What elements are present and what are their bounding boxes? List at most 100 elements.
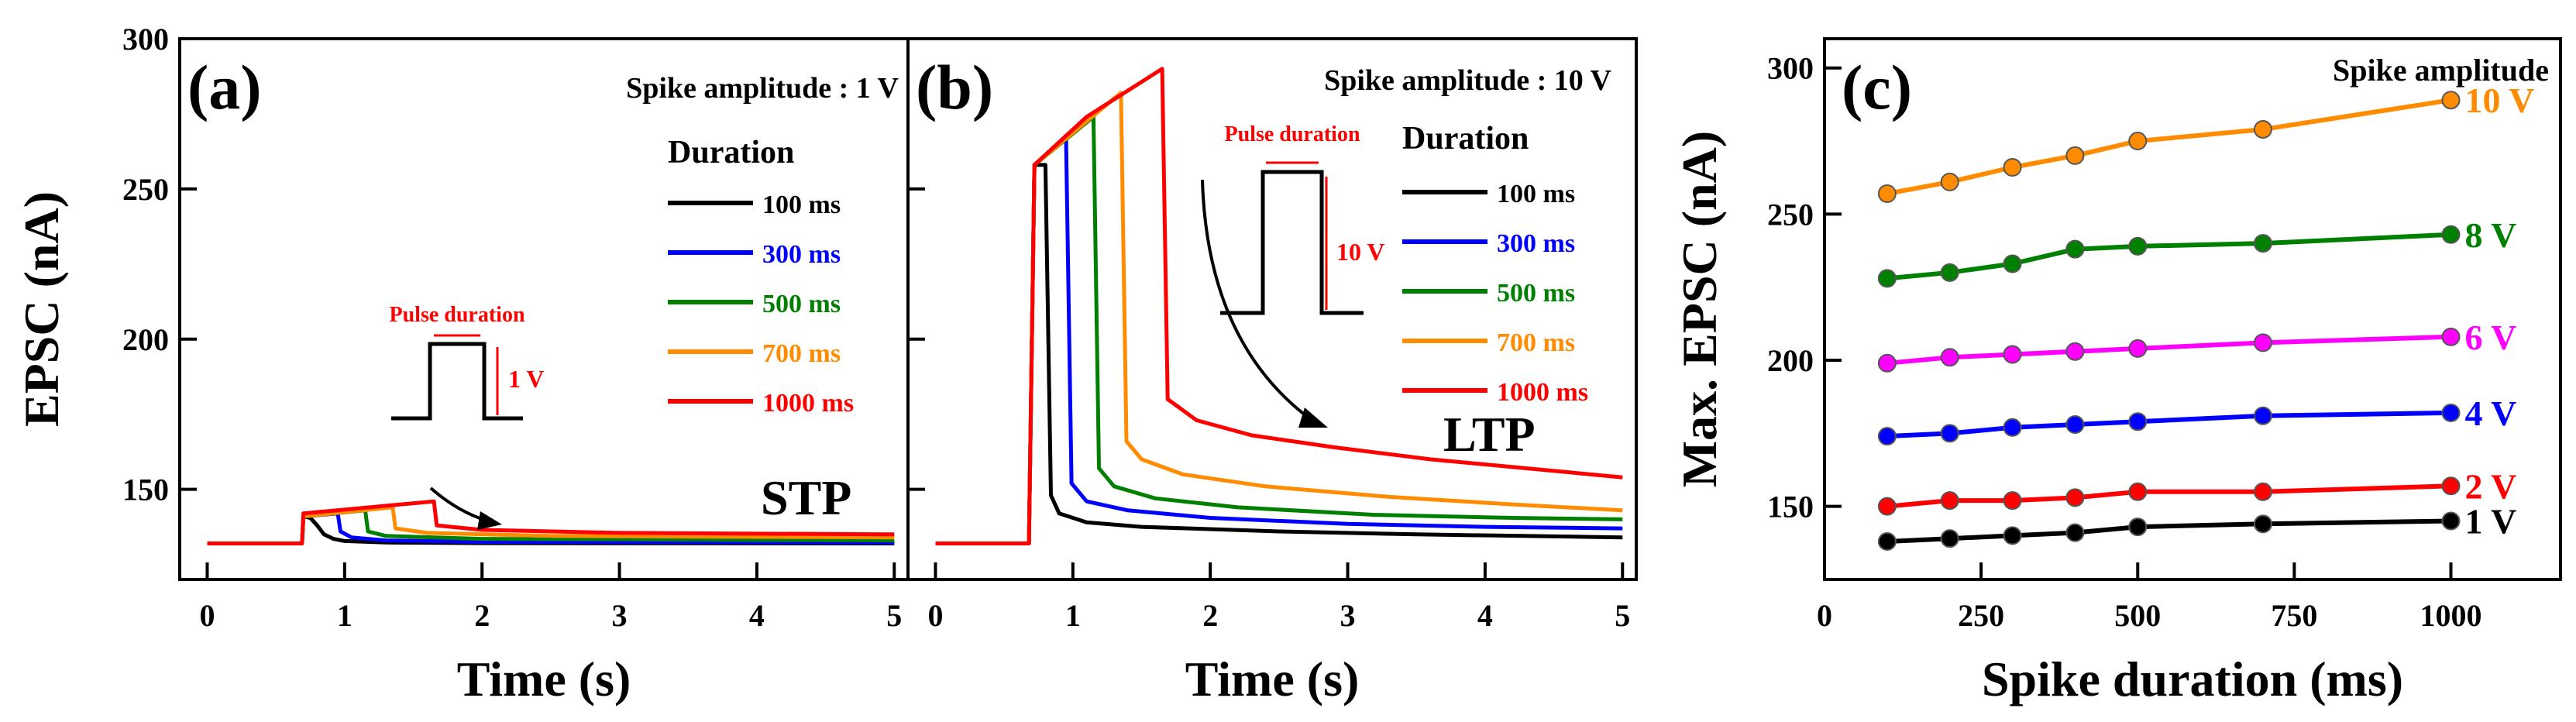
panel-c-y-tick-label: 200 [1767,343,1814,378]
panel-a-annotation: STP [761,470,851,525]
panel-c-data-point [2065,146,2085,165]
panel-c-series-line [1886,98,2451,196]
panel-c-series-line [1886,483,2451,509]
panel-b-legend-title: Duration [1402,121,1529,156]
panel-c-data-point [2253,333,2272,352]
panel-a-arrow-head [477,511,502,530]
panel-c-data-point [2253,234,2272,253]
panel-b-amplitude-label: Spike amplitude : 10 V [1324,64,1611,97]
panel-c-data-point [2441,91,2461,110]
panel-c-data-point [1940,424,1959,443]
panel-a-amplitude-label: Spike amplitude : 1 V [626,72,899,105]
panel-c-data-point [2003,254,2022,273]
panel-a-x-tick-label: 2 [474,598,490,633]
panel-c-data-point [2128,132,2148,151]
panel-c-data-point [1877,184,1897,203]
panel-a-legend-label: 500 ms [762,290,841,318]
panel-c-data-point [1877,353,1897,373]
panel-c-data-point [2003,526,2022,545]
panel-b-x-tick-label: 0 [927,598,943,633]
panel-c-data-point [2128,482,2148,501]
panel-a-inset-pulse [391,342,523,421]
panel-c-xlabel: Spike duration (ms) [1982,652,2403,707]
panel-a-legend-label: 100 ms [762,191,841,219]
panel-a-xlabel: Time (s) [457,652,631,707]
panel-c-data-point [2065,488,2085,507]
panel-c-x-tick-label: 0 [1817,598,1832,633]
panel-b-annotation: LTP [1443,407,1536,462]
panel-c-data-point [2128,412,2148,431]
panel-c-series-label: 8 V [2465,215,2517,255]
panel-b-inset-title: Pulse duration [1224,122,1360,146]
panel-a-x-tick-label: 5 [886,598,902,633]
panel-c-data-point [2253,406,2272,425]
panel-b-x-tick-label: 4 [1477,598,1493,633]
panel-c-data-point [2253,482,2272,501]
panel-a-legend-title: Duration [668,135,794,170]
panel-a-arrow [429,486,487,522]
panel-c-data-point [2003,491,2022,511]
panel-c-data-point [2441,403,2461,422]
panel-c-series-label: 10 V [2465,81,2535,120]
panel-b-legend-label: 1000 ms [1497,378,1588,407]
panel-c-data-point [2003,158,2022,177]
panel-b-legend-label: 300 ms [1497,229,1575,258]
panel-c-data-point [2128,517,2148,537]
panel-c-data-point [2253,514,2272,534]
panel-c-series-label: 4 V [2465,394,2517,433]
panel-c-y-tick-label: 300 [1767,51,1814,86]
panel-a-inset-voltage: 1 V [508,365,545,393]
panel-c-data-point [2441,225,2461,244]
panel-a-y-tick-label: 250 [122,172,169,207]
panel-c-ylabel: Max. EPSC (nA) [1672,131,1727,487]
panel-b-arrow-head [1298,407,1328,428]
panel-b-x-tick-label: 1 [1065,598,1081,633]
panel-c-data-point [2003,345,2022,364]
panel-c-data-point [2128,339,2148,358]
panel-c-data-point [2065,523,2085,542]
panel-c-data-point [1940,348,1959,367]
panel-c-data-point [1877,497,1897,516]
panel-a-legend-label: 1000 ms [762,389,854,418]
panel-c-series-line [1886,232,2451,281]
panel-c-data-point [2003,418,2022,437]
panel-c-series-line [1886,334,2451,366]
panel-b-legend-label: 100 ms [1497,180,1575,208]
panel-c-legend-title: Spike amplitude [2333,53,2549,88]
panel-a-x-tick-label: 4 [749,598,765,633]
panel-a-label: (a) [187,52,262,122]
panel-c-data-point [2441,476,2461,496]
panel-c-x-tick-label: 1000 [2420,598,2482,633]
panel-c-x-tick-label: 750 [2271,598,2317,633]
panel-c-data-point [1940,263,1959,282]
panel-b-arrow [1201,179,1311,420]
panel-c-data-point [1877,269,1897,288]
panel-c-y-tick-label: 250 [1767,197,1814,232]
panel-c-data-point [2065,415,2085,435]
panel-a-inset-title: Pulse duration [389,303,524,327]
panel-b-legend-label: 700 ms [1497,328,1575,357]
panel-a-series-line [207,499,895,545]
panel-b-frame [906,37,1638,581]
panel-a-ylabel: EPSC (nA) [14,191,69,427]
panel-a-x-tick-label: 1 [337,598,353,633]
panel-c-series-line [1886,518,2451,544]
panel-c-data-point [2441,327,2461,346]
panel-b-x-tick-label: 5 [1615,598,1630,633]
panel-c-series-label: 1 V [2465,502,2517,542]
panel-c-label: (c) [1842,52,1912,122]
panel-a-legend-label: 300 ms [762,240,841,269]
panel-c-data-point [2065,342,2085,361]
panel-c-data-point [1940,529,1959,548]
panel-b-series-line [935,67,1623,545]
panel-b-legend-label: 500 ms [1497,279,1575,308]
panel-b-x-tick-label: 3 [1340,598,1356,633]
panel-a-y-tick-label: 200 [122,322,169,357]
panel-c-data-point [2441,511,2461,531]
panel-b-x-tick-label: 2 [1202,598,1218,633]
panel-c-series-label: 6 V [2465,318,2517,357]
panel-c-data-point [2065,239,2085,259]
panel-a-x-tick-label: 0 [199,598,215,633]
panel-c-data-point [2128,236,2148,256]
panel-c-x-tick-label: 500 [2114,598,2161,633]
